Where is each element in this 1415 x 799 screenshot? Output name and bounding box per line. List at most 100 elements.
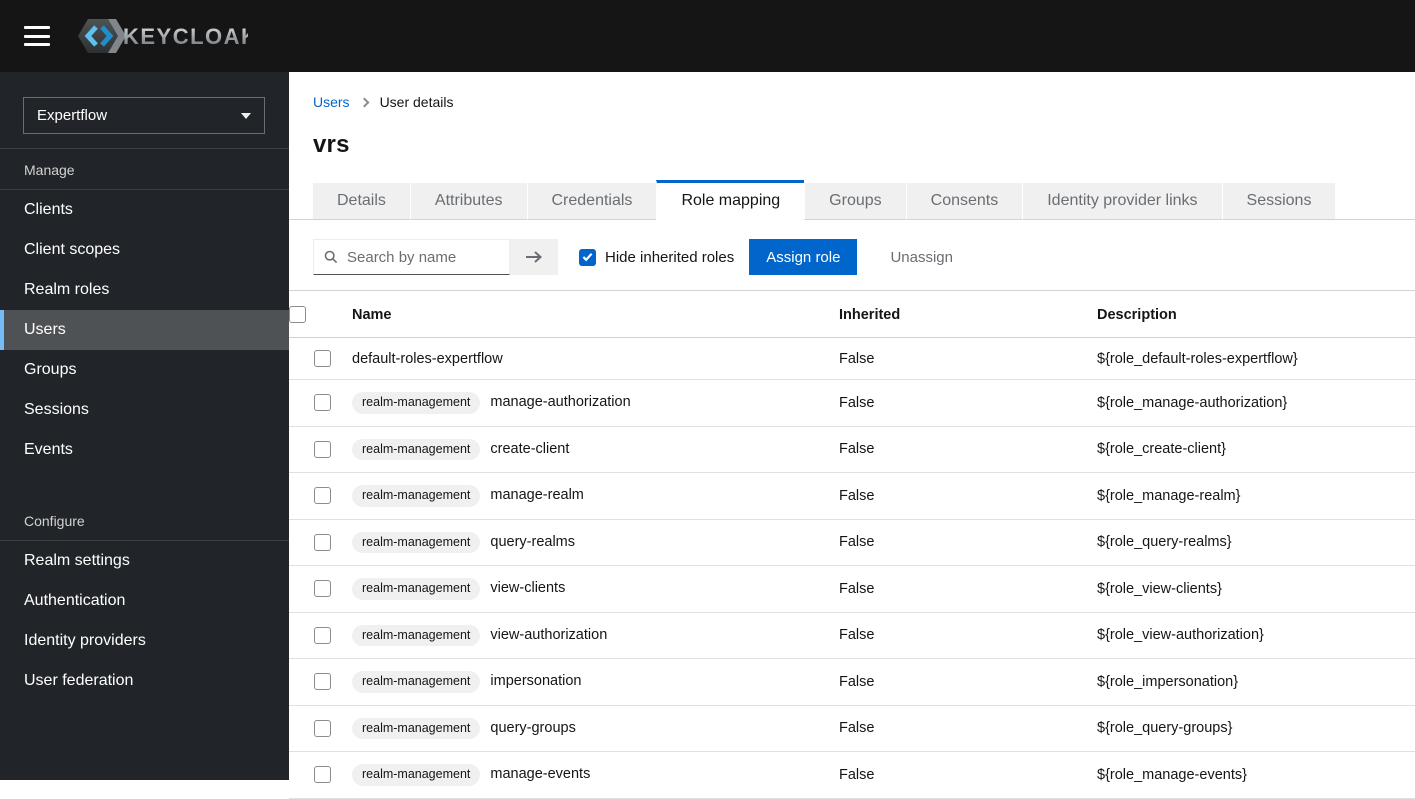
client-badge: realm-management [352, 438, 481, 460]
search-submit-button[interactable] [510, 239, 558, 275]
table-row: realm-management create-client False ${ro… [289, 426, 1415, 473]
tab-bar: Details Attributes Credentials Role mapp… [289, 179, 1415, 220]
tab[interactable]: Details [313, 183, 410, 220]
sidebar-item[interactable]: Realm roles [24, 281, 110, 298]
logo-chevron-right [100, 25, 114, 47]
sidebar-item[interactable]: Users [0, 310, 289, 350]
assign-role-button[interactable]: Assign role [749, 239, 858, 275]
role-name: create-client [490, 440, 570, 457]
breadcrumb: Users User details [313, 94, 1391, 110]
role-description: ${role_view-clients} [1097, 565, 1415, 613]
column-header-inherited: Inherited [839, 290, 1097, 338]
nav-section-configure: Configure [24, 513, 85, 529]
column-header-name: Name [352, 290, 839, 338]
role-name: query-groups [490, 719, 576, 736]
client-badge: realm-management [352, 578, 481, 600]
unassign-button[interactable]: Unassign [890, 248, 953, 266]
logo-hexagon [78, 19, 118, 53]
table-row: default-roles-expertflow False ${role_de… [289, 337, 1415, 380]
brand-text: KEYCLOAK [123, 24, 248, 49]
row-checkbox[interactable] [314, 350, 331, 367]
sidebar-item[interactable]: Events [24, 441, 73, 458]
row-checkbox[interactable] [314, 580, 331, 598]
tab[interactable]: Consents [905, 183, 1023, 220]
role-name: default-roles-expertflow [352, 350, 503, 367]
sidebar-item[interactable]: Authentication [24, 592, 126, 609]
table-row: realm-management query-groups False ${rol… [289, 705, 1415, 752]
tab[interactable]: Identity provider links [1022, 183, 1222, 220]
row-checkbox[interactable] [314, 766, 331, 784]
row-checkbox[interactable] [314, 440, 331, 458]
table-row: realm-management manage-realm False ${rol… [289, 472, 1415, 520]
row-checkbox[interactable] [314, 719, 331, 737]
main-content: Users User details vrs Details Attribute… [289, 72, 1415, 799]
inherited-value: False [839, 565, 1097, 613]
role-description: ${role_manage-realm} [1097, 472, 1415, 520]
client-badge: realm-management [352, 392, 481, 414]
row-checkbox[interactable] [314, 533, 331, 551]
tab[interactable]: Attributes [409, 183, 527, 220]
role-description: ${role_default-roles-expertflow} [1097, 337, 1415, 380]
role-name: impersonation [490, 673, 582, 689]
row-checkbox[interactable] [314, 394, 331, 412]
chevron-down-icon [241, 112, 251, 119]
search-input[interactable] [338, 248, 509, 266]
client-badge: realm-management [352, 764, 481, 786]
arrow-right-icon [526, 251, 542, 263]
search-box [313, 239, 510, 275]
inherited-value: False [839, 337, 1097, 380]
inherited-value: False [839, 519, 1097, 566]
inherited-value: False [839, 379, 1097, 427]
sidebar-item[interactable]: Realm settings [24, 552, 130, 569]
hide-inherited-toggle[interactable]: Hide inherited roles [579, 248, 734, 266]
role-description: ${role_view-authorization} [1097, 612, 1415, 659]
breadcrumb-users-link[interactable]: Users [313, 94, 350, 110]
nav-manage-list: Clients Client scopes Realm roles Users … [0, 190, 289, 470]
search-icon [324, 250, 338, 264]
top-bar: KEYCLOAK [0, 0, 1415, 72]
tab[interactable]: Role mapping [656, 180, 805, 220]
row-checkbox[interactable] [314, 673, 331, 691]
row-checkbox[interactable] [314, 487, 331, 505]
client-badge: realm-management [352, 717, 481, 739]
realm-selector[interactable]: Expertflow [23, 97, 265, 134]
sidebar: Expertflow Manage Clients Client scopes … [0, 72, 289, 780]
role-mapping-table: Name Inherited Description default-roles… [289, 290, 1415, 799]
breadcrumb-current: User details [379, 94, 454, 110]
sidebar-item[interactable]: Sessions [24, 401, 89, 418]
nav-configure-list: Realm settings Authentication Identity p… [0, 541, 289, 701]
client-badge: realm-management [352, 531, 481, 553]
keycloak-logo: KEYCLOAK [76, 14, 248, 58]
select-all-checkbox[interactable] [289, 306, 306, 323]
inherited-value: False [839, 426, 1097, 473]
table-header-row: Name Inherited Description [289, 290, 1415, 338]
tab[interactable]: Sessions [1221, 183, 1336, 220]
role-name: view-clients [490, 580, 566, 596]
tab[interactable]: Groups [804, 183, 906, 220]
sidebar-item[interactable]: User federation [24, 672, 134, 689]
table-row: realm-management view-authorization False… [289, 612, 1415, 659]
search-group [313, 239, 558, 275]
divider [0, 148, 289, 149]
client-badge: realm-management [352, 671, 481, 693]
inherited-value: False [839, 472, 1097, 520]
divider [0, 189, 289, 190]
table-row: realm-management view-clients False ${rol… [289, 565, 1415, 613]
inherited-value: False [839, 658, 1097, 706]
sidebar-item[interactable]: Groups [24, 361, 77, 378]
checkbox-checked-icon[interactable] [579, 248, 596, 266]
realm-selector-value: Expertflow [37, 107, 108, 124]
sidebar-item[interactable]: Identity providers [24, 632, 146, 649]
nav-toggle-button[interactable] [24, 26, 50, 46]
table-row: realm-management query-realms False ${rol… [289, 519, 1415, 566]
sidebar-item[interactable]: Client scopes [24, 241, 121, 258]
nav-section-manage: Manage [24, 162, 75, 178]
role-description: ${role_create-client} [1097, 426, 1415, 473]
inherited-value: False [839, 751, 1097, 799]
sidebar-item[interactable]: Clients [24, 201, 73, 218]
tab[interactable]: Credentials [526, 183, 657, 220]
role-name: query-realms [490, 533, 575, 550]
role-description: ${role_manage-authorization} [1097, 379, 1415, 427]
row-checkbox[interactable] [314, 626, 331, 644]
role-description: ${role_query-realms} [1097, 519, 1415, 566]
